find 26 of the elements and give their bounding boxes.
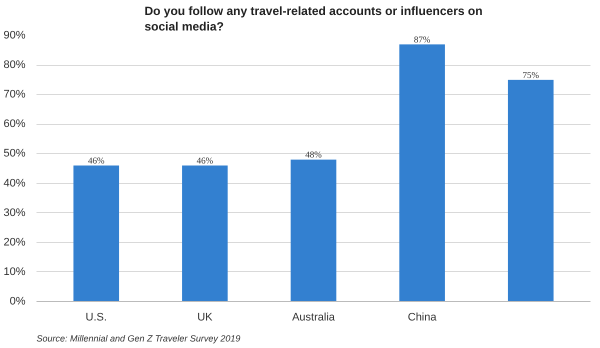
data-label: 75% <box>522 70 540 80</box>
x-tick-label: UK <box>197 312 214 324</box>
y-tick-label: 60% <box>3 118 26 130</box>
y-tick-label: 70% <box>3 88 26 101</box>
data-label: 46% <box>88 156 105 166</box>
y-tick-label: 30% <box>3 206 26 219</box>
x-tick-label: U.S. <box>86 312 107 324</box>
bar <box>73 166 120 302</box>
x-tick-label: Australia <box>292 312 336 324</box>
y-tick-label: 20% <box>3 236 26 248</box>
y-tick-label: 90% <box>3 30 26 42</box>
bar <box>182 166 228 302</box>
bar <box>290 160 336 302</box>
x-tick-label: China <box>408 312 438 324</box>
y-tick-label: 10% <box>3 266 26 278</box>
data-label: 46% <box>196 156 214 166</box>
source-note: Source: Millennial and Gen Z Traveler Survey 2019 <box>36 334 240 344</box>
y-tick-label: 50% <box>3 148 26 160</box>
chart-title: Do you follow any travel-related accounts or influencers on social media? <box>144 4 483 34</box>
data-label: 87% <box>414 34 431 44</box>
bar <box>508 80 554 302</box>
bar <box>399 44 445 302</box>
data-label: 48% <box>305 150 322 160</box>
y-tick-label: 80% <box>3 59 26 72</box>
y-tick-label: 0% <box>10 296 26 308</box>
y-tick-label: 40% <box>3 177 26 190</box>
